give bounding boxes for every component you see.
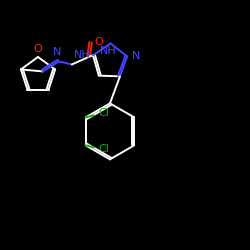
Text: O: O [34, 44, 42, 54]
Text: Cl: Cl [98, 108, 109, 118]
Text: O: O [94, 38, 103, 48]
Text: Cl: Cl [98, 144, 109, 154]
Text: NH: NH [100, 46, 117, 56]
Text: N: N [53, 48, 61, 58]
Text: N: N [132, 52, 140, 62]
Text: NH: NH [74, 50, 91, 60]
